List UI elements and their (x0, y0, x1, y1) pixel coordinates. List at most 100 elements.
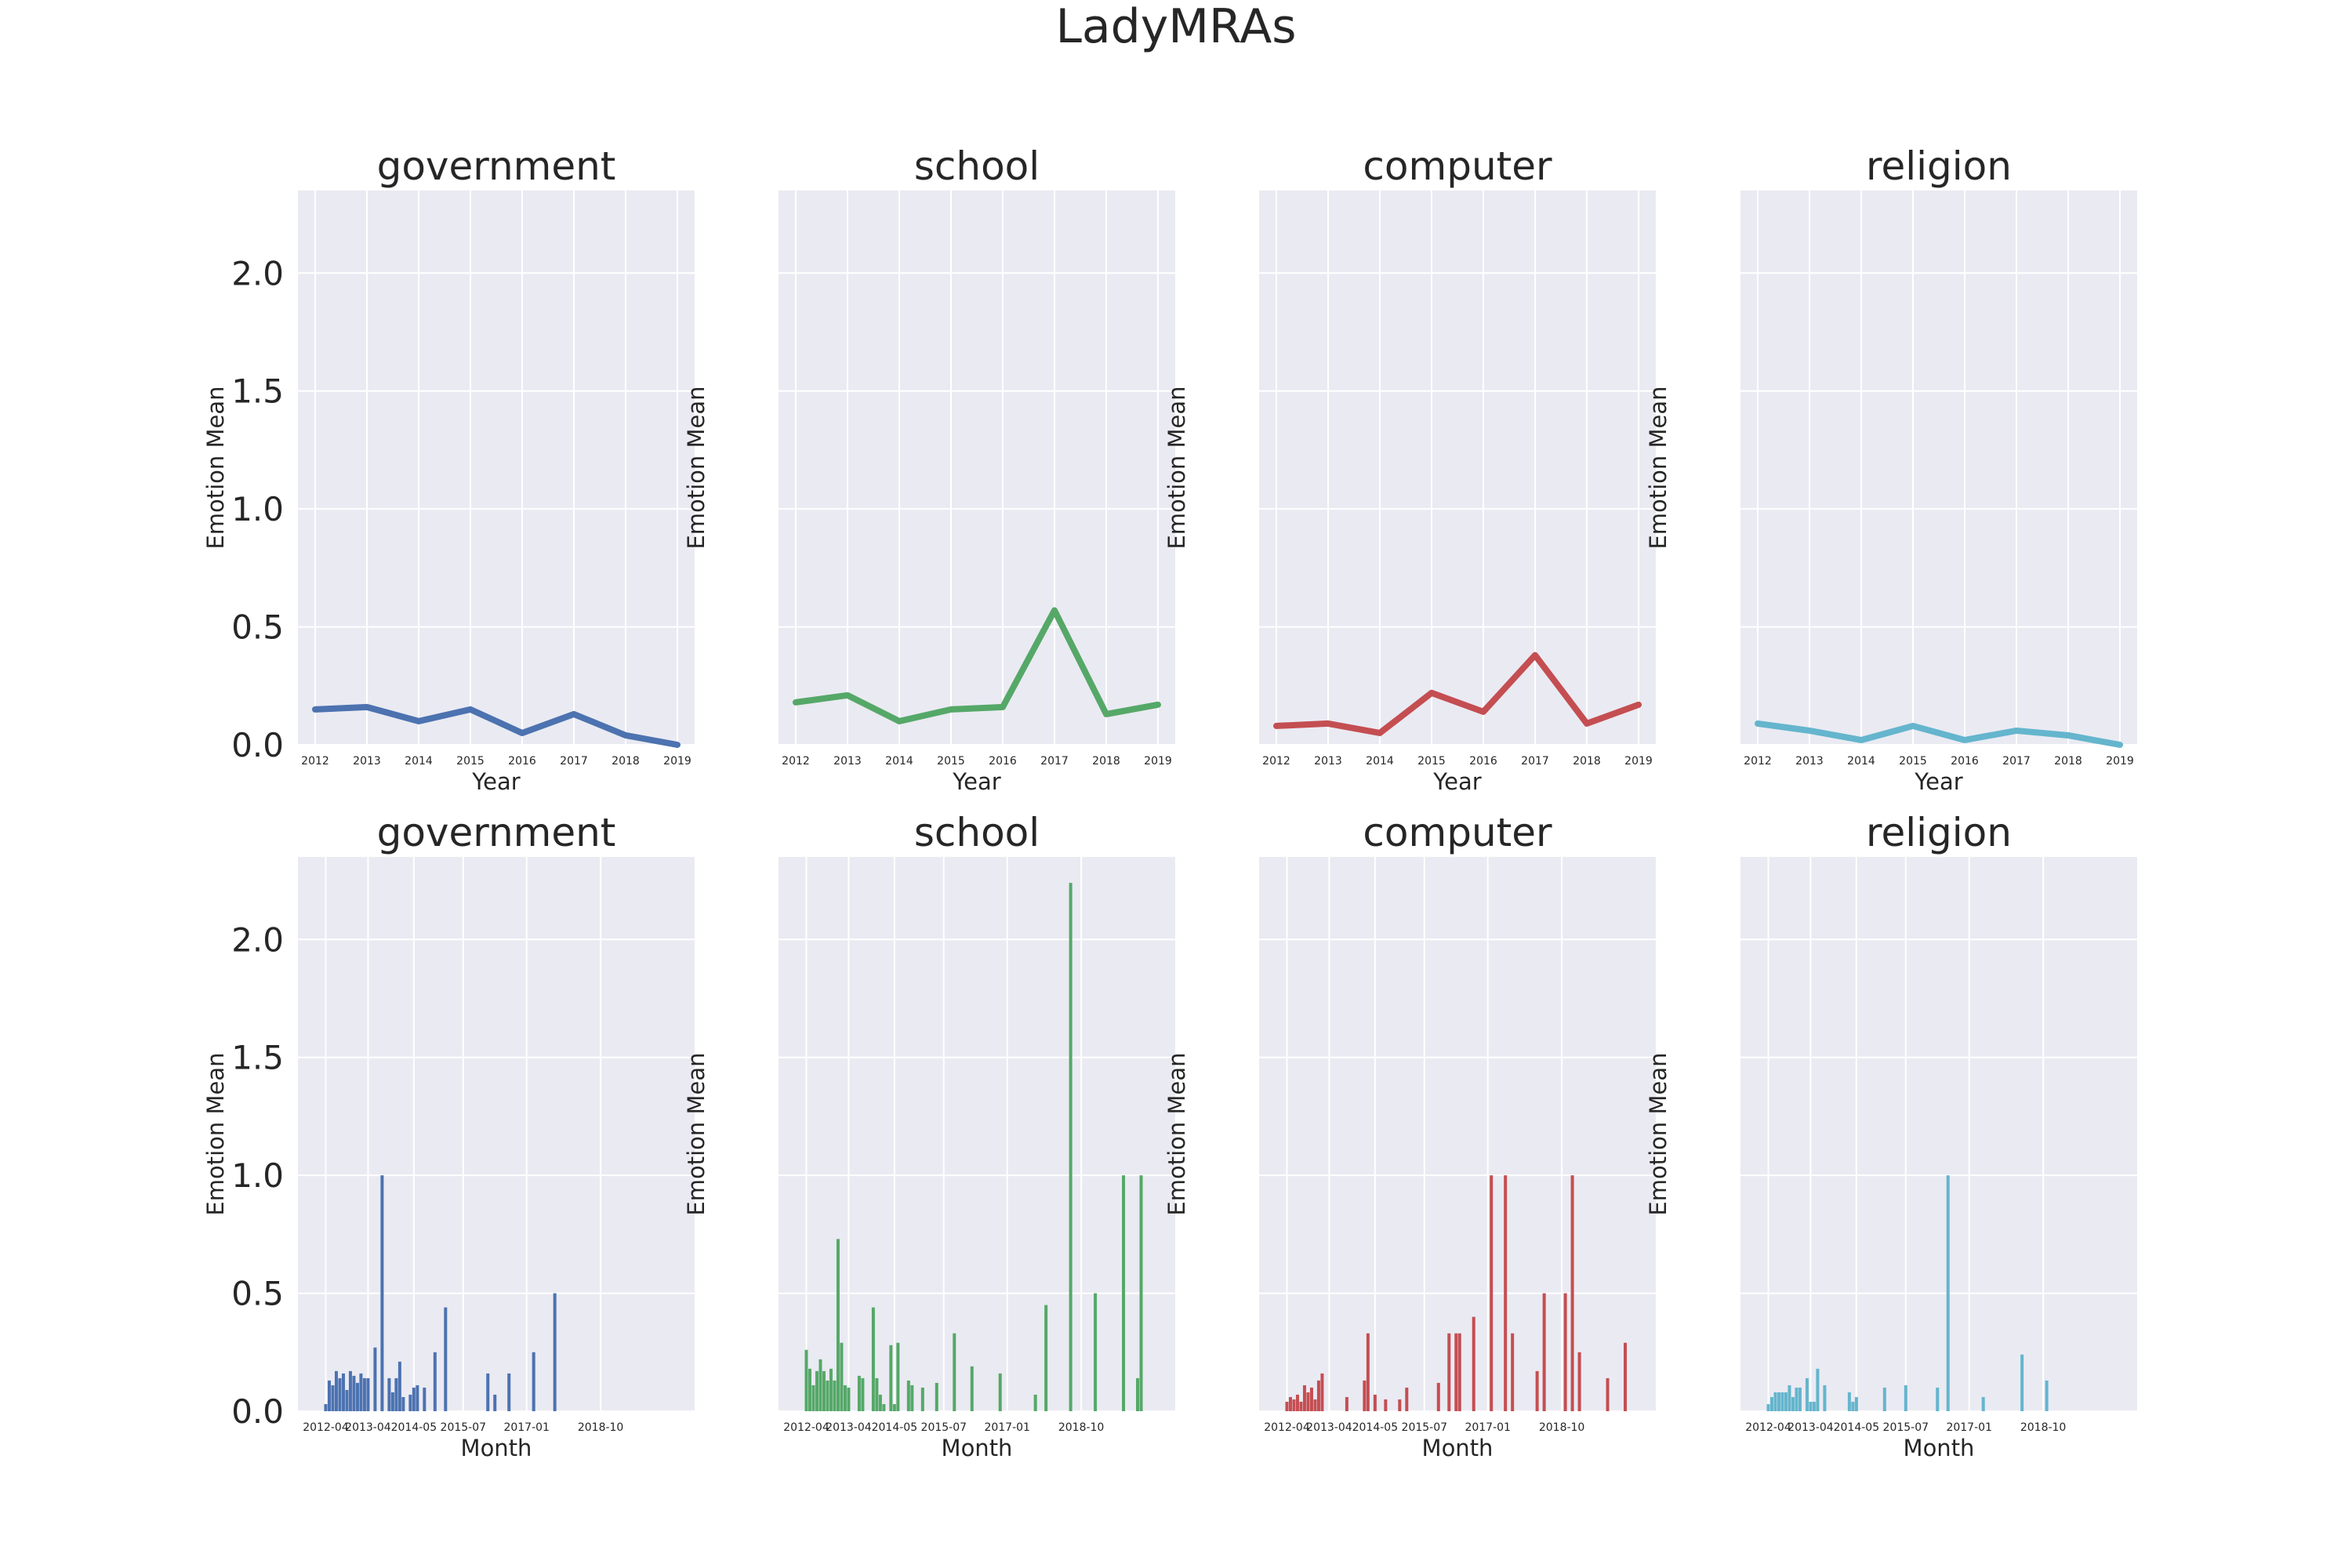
bar-2012-10 (1306, 1392, 1310, 1411)
x-tick-label: 2013 (833, 755, 862, 768)
bar-2014-11 (433, 1352, 437, 1411)
bar-2014-04 (1851, 1401, 1855, 1411)
bar-2012-07 (334, 1370, 338, 1411)
bar-2020-02 (1136, 1377, 1140, 1411)
x-tick-label: 2012 (782, 755, 810, 768)
x-tick-label: 2015 (937, 755, 965, 768)
bar-2016-02 (1447, 1333, 1451, 1411)
bar-2020-03 (1139, 1175, 1143, 1411)
bar-2015-10 (953, 1333, 956, 1411)
x-axis-label: Month (1422, 1435, 1494, 1461)
bar-2017-03 (532, 1352, 535, 1411)
y-axis-label: Emotion Mean (683, 1052, 710, 1215)
x-tick-label: 2015 (1899, 755, 1927, 768)
bar-2012-05 (808, 1368, 811, 1411)
bar-2014-01 (878, 1394, 882, 1411)
bar-2015-11 (1436, 1382, 1440, 1411)
plot-area (779, 191, 1175, 745)
bar-2013-08 (861, 1377, 865, 1411)
x-tick-label: 2014 (1847, 755, 1875, 768)
bar-2012-05 (327, 1380, 331, 1411)
x-tick-label: 2018 (1573, 755, 1601, 768)
bar-2012-06 (1292, 1399, 1296, 1411)
bar-2013-02 (1320, 1373, 1324, 1411)
series-line (1755, 720, 2123, 748)
bar-2013-04 (1809, 1401, 1813, 1411)
y-axis-label: Emotion Mean (1163, 386, 1190, 549)
x-axis-label: Month (1904, 1435, 1975, 1461)
y-tick-label: 1.5 (231, 372, 284, 411)
x-tick-label: 2017 (1040, 755, 1069, 768)
bar-2012-12 (833, 1380, 837, 1411)
bar-2013-06 (1816, 1368, 1820, 1411)
y-tick-label: 2.0 (231, 920, 284, 959)
x-tick-label: 2018-10 (1539, 1421, 1585, 1434)
subplots-grid: 0.0 0.5 1.0 1.5 2.0 government Year Emotion Mea… (202, 143, 2137, 1461)
x-tick-label: 2014-05 (1834, 1421, 1880, 1434)
plot-area (1740, 857, 2137, 1411)
bar-2015-05 (935, 1382, 938, 1411)
x-axis-label: Year (471, 768, 520, 795)
bar-2013-07 (857, 1375, 861, 1411)
subplot-line-government: 0.0 0.5 1.0 1.5 2.0 government Year Emotion Mea… (202, 143, 695, 795)
bar-2012-11 (348, 1370, 352, 1411)
bar-2012-07 (1777, 1392, 1780, 1411)
bar-2016-03 (970, 1366, 974, 1411)
bar-2013-05 (1812, 1401, 1816, 1411)
y-tick-label: 1.0 (231, 1156, 284, 1195)
x-tick-label: 2013-04 (826, 1421, 872, 1434)
bar-2012-12 (352, 1375, 356, 1411)
y-axis-label: Emotion Mean (683, 386, 710, 549)
y-tick-label: 0.5 (231, 1275, 284, 1313)
bar-2017-12 (1044, 1305, 1048, 1411)
bar-2016-04 (1936, 1387, 1940, 1411)
x-axis-label: Year (1432, 768, 1481, 795)
x-tick-label: 2017-01 (503, 1421, 550, 1434)
x-tick-label: 2017-01 (984, 1421, 1030, 1434)
bar-2012-04 (804, 1349, 808, 1411)
bar-2014-09 (906, 1380, 910, 1411)
bar-2013-10 (387, 1377, 391, 1411)
bar-2019-01 (1570, 1175, 1574, 1411)
x-tick-label: 2015-07 (921, 1421, 967, 1434)
bar-2012-04 (1766, 1403, 1770, 1411)
x-tick-label: 2012-04 (1745, 1421, 1791, 1434)
bar-2012-09 (341, 1373, 345, 1411)
bar-2013-04 (366, 1377, 370, 1411)
bar-2012-10 (826, 1380, 829, 1411)
bar-2019-03 (1577, 1352, 1581, 1411)
bar-2019-02 (1094, 1293, 1098, 1411)
x-tick-label: 2019 (1624, 755, 1653, 768)
bar-2014-12 (1398, 1399, 1402, 1411)
x-tick-label: 2014-05 (872, 1421, 918, 1434)
subplot-title: school (914, 810, 1040, 855)
x-tick-label: 2019 (1144, 755, 1172, 768)
bar-2012-06 (331, 1385, 335, 1411)
bar-2012-05 (1769, 1396, 1773, 1411)
bar-2016-04 (1454, 1333, 1458, 1411)
bar-2012-09 (1302, 1385, 1306, 1411)
bar-2012-10 (345, 1389, 349, 1411)
x-tick-label: 2017-01 (1946, 1421, 1992, 1434)
bar-2012-07 (815, 1370, 818, 1411)
bar-2012-12 (1795, 1387, 1798, 1411)
bar-2014-03 (1847, 1392, 1851, 1411)
x-tick-label: 2014 (1366, 755, 1394, 768)
y-axis-label: Emotion Mean (1163, 1052, 1190, 1215)
bar-2016-05 (1457, 1333, 1461, 1411)
bar-2012-09 (822, 1370, 826, 1411)
x-tick-label: 2015 (456, 755, 485, 768)
plot-area (1259, 857, 1656, 1411)
bar-2013-02 (840, 1342, 844, 1411)
bar-2016-08 (507, 1373, 511, 1411)
y-tick-label: 0.5 (231, 608, 284, 647)
x-tick-label: 2017-01 (1465, 1421, 1511, 1434)
series-line (312, 703, 681, 748)
subplot-title: religion (1866, 143, 2012, 189)
x-tick-label: 2013 (353, 755, 381, 768)
bar-2017-08 (1511, 1333, 1515, 1411)
x-tick-label: 2017 (2002, 755, 2031, 768)
